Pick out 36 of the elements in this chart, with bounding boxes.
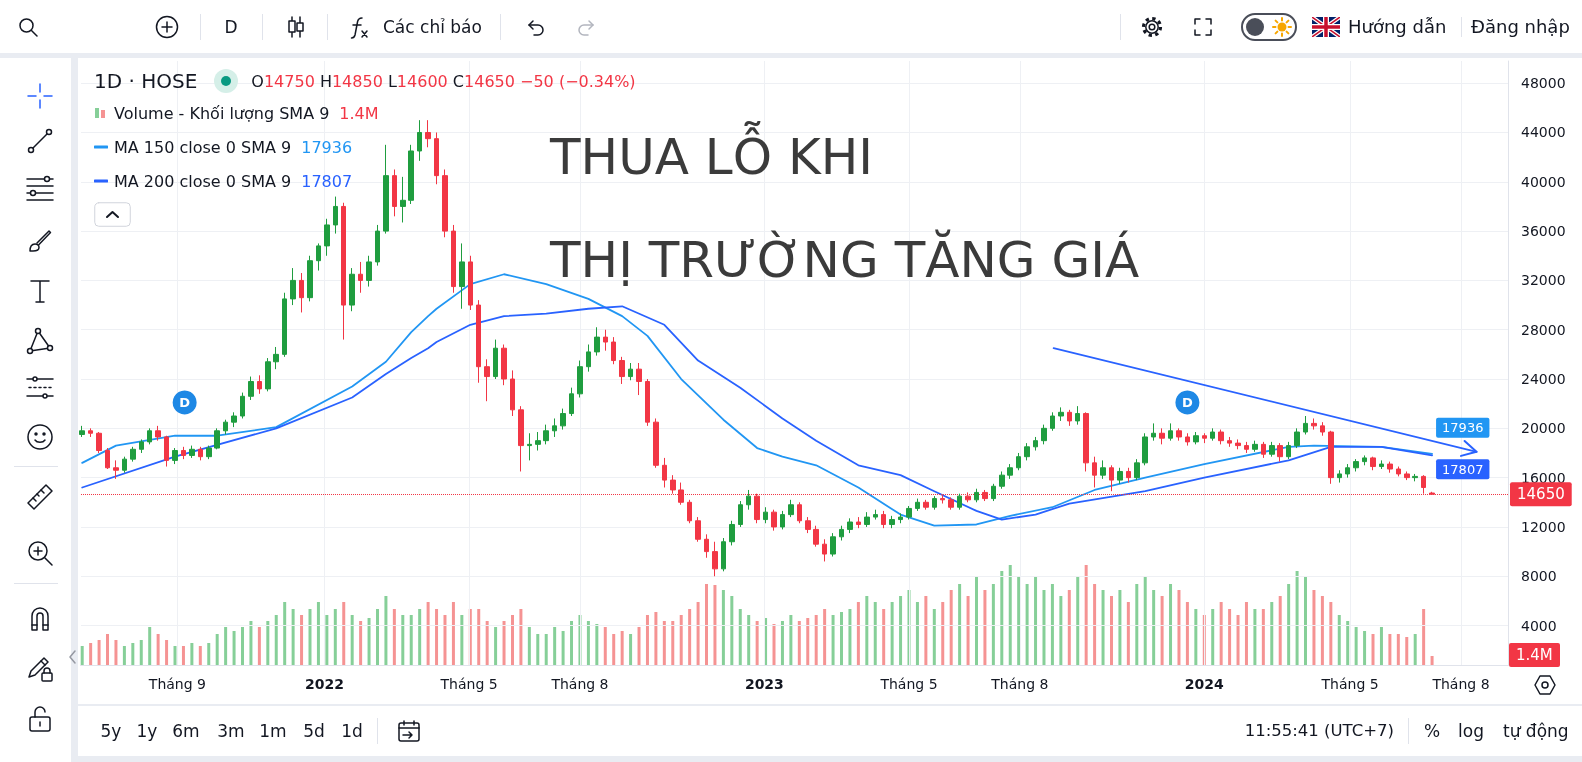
x-tick-label: Tháng 8 <box>990 676 1049 692</box>
text: 1d <box>341 720 363 741</box>
text: 3m <box>217 720 245 741</box>
y-tick-label: 48000 <box>1521 75 1566 92</box>
text: tự động <box>1503 720 1569 741</box>
text: 1y <box>136 720 158 741</box>
x-tick-label: 2022 <box>304 676 344 692</box>
text: Các chỉ báo <box>383 16 482 37</box>
text: 5d <box>303 720 325 741</box>
x-tick-label: Tháng 5 <box>879 676 938 692</box>
candlestick <box>96 431 102 454</box>
x-tick-label: Tháng 8 <box>1431 676 1490 692</box>
candlestick <box>88 427 93 438</box>
text: O14750 H14850 L14600 C14650 −50 (−0.34%) <box>251 71 636 91</box>
x-tick-label: Tháng 5 <box>439 676 498 692</box>
bar <box>89 643 93 665</box>
text: 5y <box>100 720 122 741</box>
bar <box>106 634 110 665</box>
candlestick <box>79 425 85 438</box>
text: 6m <box>172 720 200 741</box>
x-tick-label: 2024 <box>1184 676 1225 692</box>
text: 1m <box>259 720 287 741</box>
x-tick-label: Tháng 8 <box>550 676 609 692</box>
candlestick <box>105 447 110 470</box>
text: 11:55:41 (UTC+7) <box>1244 720 1394 740</box>
chart-title: 1D · HOSE <box>94 69 198 93</box>
bar <box>80 646 84 665</box>
x-tick-label: Tháng 5 <box>1320 676 1379 692</box>
text: Đăng nhập <box>1471 16 1570 37</box>
x-tick-label: Tháng 9 <box>147 676 206 692</box>
bar <box>97 640 101 665</box>
text: log <box>1458 720 1484 741</box>
text: D <box>224 16 238 37</box>
x-tick-label: 2023 <box>744 676 784 692</box>
text: Hướng dẫn <box>1348 16 1447 37</box>
text: % <box>1423 720 1441 741</box>
